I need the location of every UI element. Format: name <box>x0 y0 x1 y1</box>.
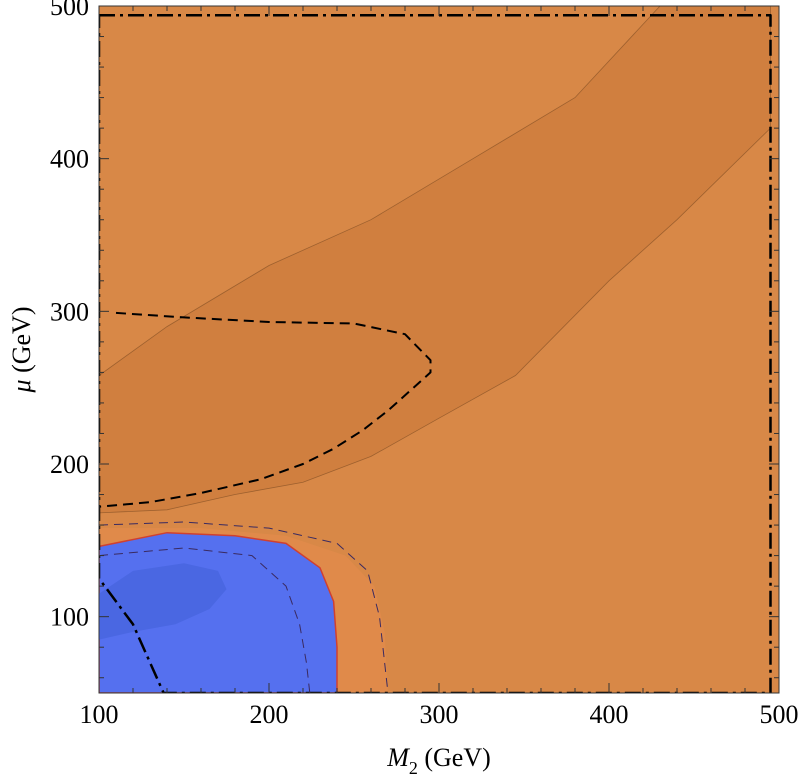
y-tick-label: 200 <box>50 450 89 479</box>
x-tick-label: 100 <box>80 700 119 729</box>
tick-layer: 100 200 300 400 500 100 200 300 400 500 <box>50 0 799 729</box>
contour-line-thin-dashed-outer <box>99 521 389 693</box>
x-tick-label: 200 <box>250 700 289 729</box>
y-tick-label: 100 <box>50 603 89 632</box>
y-tick-label: 300 <box>50 297 89 326</box>
x-axis-title: M2 (GeV) <box>386 743 491 778</box>
y-axis-title: μ (GeV) <box>7 307 36 394</box>
region-layer <box>99 6 779 693</box>
x-tick-label: 400 <box>590 700 629 729</box>
contour-line-layer <box>99 13 772 693</box>
y-tick-label: 500 <box>50 0 89 21</box>
x-tick-label: 300 <box>420 700 459 729</box>
contour-line-thin-dashed-inner <box>99 547 311 693</box>
x-tick-label: 500 <box>760 700 799 729</box>
region-dark-band <box>99 6 771 514</box>
contour-line-dash-dot-frame <box>99 13 772 693</box>
contour-line-dashed-contour <box>99 311 432 508</box>
y-tick-label: 400 <box>50 145 89 174</box>
